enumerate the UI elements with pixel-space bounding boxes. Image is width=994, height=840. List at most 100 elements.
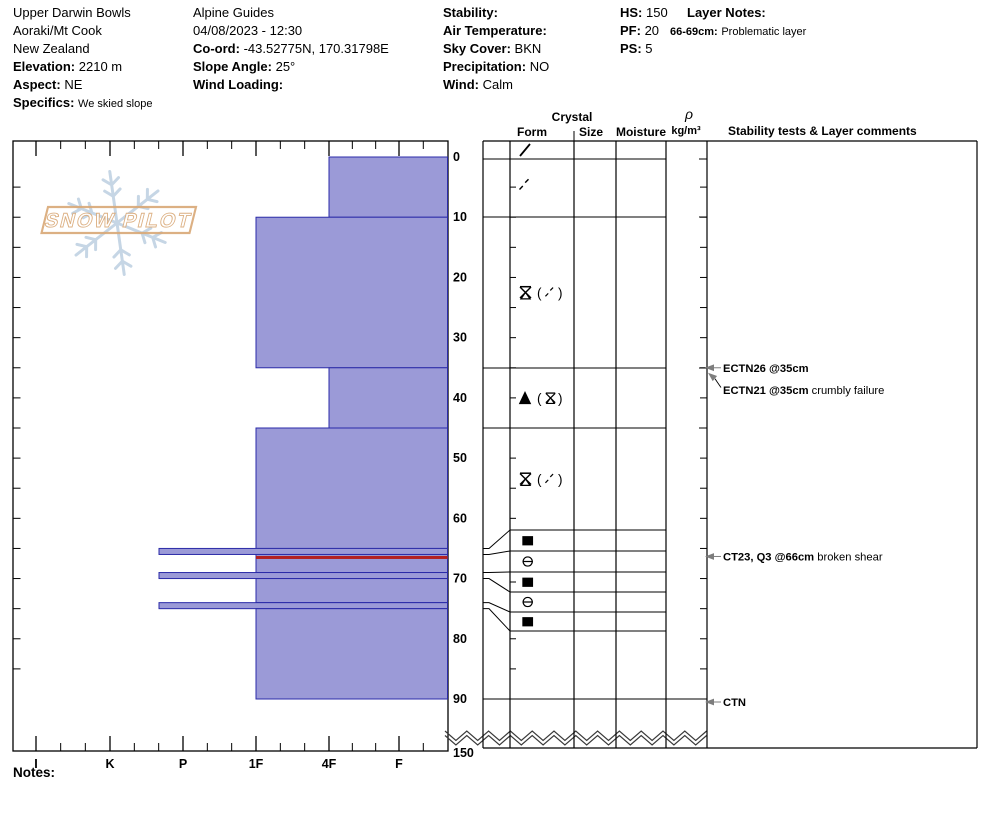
annotation-arrowhead	[705, 698, 714, 706]
glyph-path	[522, 556, 533, 567]
depth-axis-label: 30	[453, 331, 467, 345]
annotation-arrowhead	[705, 364, 714, 372]
sub-form-paren-open: (	[537, 285, 542, 300]
header-field: Aoraki/Mt Cook	[13, 23, 102, 38]
header-field: PS: 5	[620, 41, 653, 56]
snowflake-arm	[112, 221, 133, 276]
header-field: Sky Cover: BKN	[443, 41, 542, 56]
header-field: Alpine Guides	[193, 5, 274, 20]
glyph-stroke	[549, 473, 554, 478]
header-column-4: HS: 150 PF: 20 PS: 5	[620, 4, 668, 58]
thin-layer-leader	[483, 550, 511, 555]
glyph-path	[519, 477, 532, 487]
hardness-bar	[158, 572, 448, 580]
glyph-stroke	[519, 143, 531, 157]
grain-form-crust-circle	[522, 596, 533, 608]
stability-test-label: CTN	[723, 697, 746, 709]
annotation-arrowhead	[705, 553, 714, 560]
header-column-5: Layer Notes: 66-69cm: Problematic layer	[670, 4, 806, 40]
glyph-stroke	[524, 178, 530, 184]
hardness-axis-label: 1F	[249, 757, 264, 771]
sub-form-paren-close: )	[558, 285, 563, 300]
header-field: Upper Darwin Bowls	[13, 5, 131, 20]
snowflake-arm	[101, 170, 122, 225]
moisture-header: Moisture	[616, 125, 666, 139]
header-column-1: Upper Darwin Bowls Aoraki/Mt Cook New Zeal…	[13, 4, 152, 112]
header-field: PF: 20	[620, 23, 660, 38]
sub-form-paren-open: (	[537, 472, 542, 487]
grain-form-filled-square	[522, 617, 534, 627]
depth-axis-label: 40	[453, 391, 467, 405]
header-field: Co-ord: -43.52775N, 170.31798E	[193, 41, 389, 56]
hardness-bar	[328, 367, 448, 429]
thin-layer-leader	[483, 529, 511, 549]
grain-form-filled-square	[522, 577, 534, 587]
form-header: Form	[517, 125, 547, 139]
hardness-axis-label: P	[179, 757, 187, 771]
test-label-bold: CT23, Q3 @66cm	[723, 551, 814, 563]
glyph-path	[519, 291, 532, 300]
grain-form-star-triangle	[545, 392, 556, 404]
stability-comments-header: Stability tests & Layer comments	[728, 124, 917, 138]
annotation-arrowhead	[708, 372, 718, 382]
header-field: Wind: Calm	[443, 77, 513, 92]
header-field: Wind Loading:	[193, 77, 284, 92]
depth-axis-label: 80	[453, 632, 467, 646]
grain-form-star-triangle	[519, 285, 532, 300]
density-unit-header: kg/m³	[671, 125, 701, 137]
hardness-bar	[255, 427, 448, 549]
grain-form-dashed-slash	[518, 178, 530, 190]
header-field: Layer Notes:	[687, 5, 766, 20]
glyph-path	[518, 390, 532, 405]
glyph-path	[522, 536, 534, 546]
glyph-stroke	[518, 185, 524, 190]
glyph-stroke	[549, 287, 554, 291]
hardness-axis-label: 4F	[322, 757, 337, 771]
hardness-axis-label: K	[105, 757, 114, 771]
thin-layer-leader	[483, 571, 511, 574]
crystal-header: Crystal	[552, 110, 593, 124]
arrowhead-shape	[705, 698, 714, 706]
hardness-bar	[255, 608, 448, 700]
thin-layer-leader	[483, 608, 511, 632]
header-field: Specifics: We skied slope	[13, 95, 153, 110]
header-column-3: Stability: Air Temperature: Sky Cover: B…	[443, 4, 549, 94]
hardness-bar	[328, 156, 448, 218]
arrowhead-shape	[705, 364, 714, 372]
glyph-path	[522, 617, 534, 627]
logo-band: SNOW PILOT	[40, 205, 198, 235]
hardness-bar	[158, 547, 448, 555]
depth-axis-label: 70	[453, 572, 467, 586]
header-field: 66-69cm: Problematic layer	[670, 26, 807, 38]
glyph-stroke	[544, 292, 549, 297]
header-field: Stability:	[443, 5, 498, 20]
header-field: Elevation: 2210 m	[13, 59, 123, 74]
header-column-2: Alpine Guides 04/08/2023 - 12:30 Co-ord: -…	[193, 4, 389, 94]
stability-test-label: CT23, Q3 @66cm broken shear	[723, 551, 883, 563]
annotation-leader	[714, 378, 722, 388]
glyph-path	[522, 596, 533, 608]
grain-form-slash	[519, 143, 531, 157]
header-field: Slope Angle: 25°	[193, 59, 296, 74]
sub-form-paren-open: (	[537, 391, 542, 406]
test-label-note: crumbly failure	[809, 385, 885, 397]
thin-layer-leader	[483, 602, 511, 613]
logo-band-border	[40, 205, 198, 235]
test-label-bold: ECTN26 @35cm	[723, 363, 809, 375]
hardness-bar	[158, 602, 448, 610]
glyph-path	[522, 577, 534, 587]
depth-axis-label: 50	[453, 451, 467, 465]
thin-layer-leader	[483, 578, 511, 593]
grain-form-filled-triangle	[518, 390, 532, 405]
grain-form-star-triangle	[519, 472, 532, 487]
problematic-layer-line	[256, 555, 448, 559]
notes-label: Notes:	[13, 765, 56, 780]
test-label-bold: CTN	[723, 697, 746, 709]
hardness-axis-label: I	[34, 757, 37, 771]
sub-form-paren-close: )	[558, 391, 563, 406]
header-field: Aspect: NE	[13, 77, 83, 92]
size-header: Size	[579, 125, 603, 139]
hardness-bar	[255, 578, 448, 604]
